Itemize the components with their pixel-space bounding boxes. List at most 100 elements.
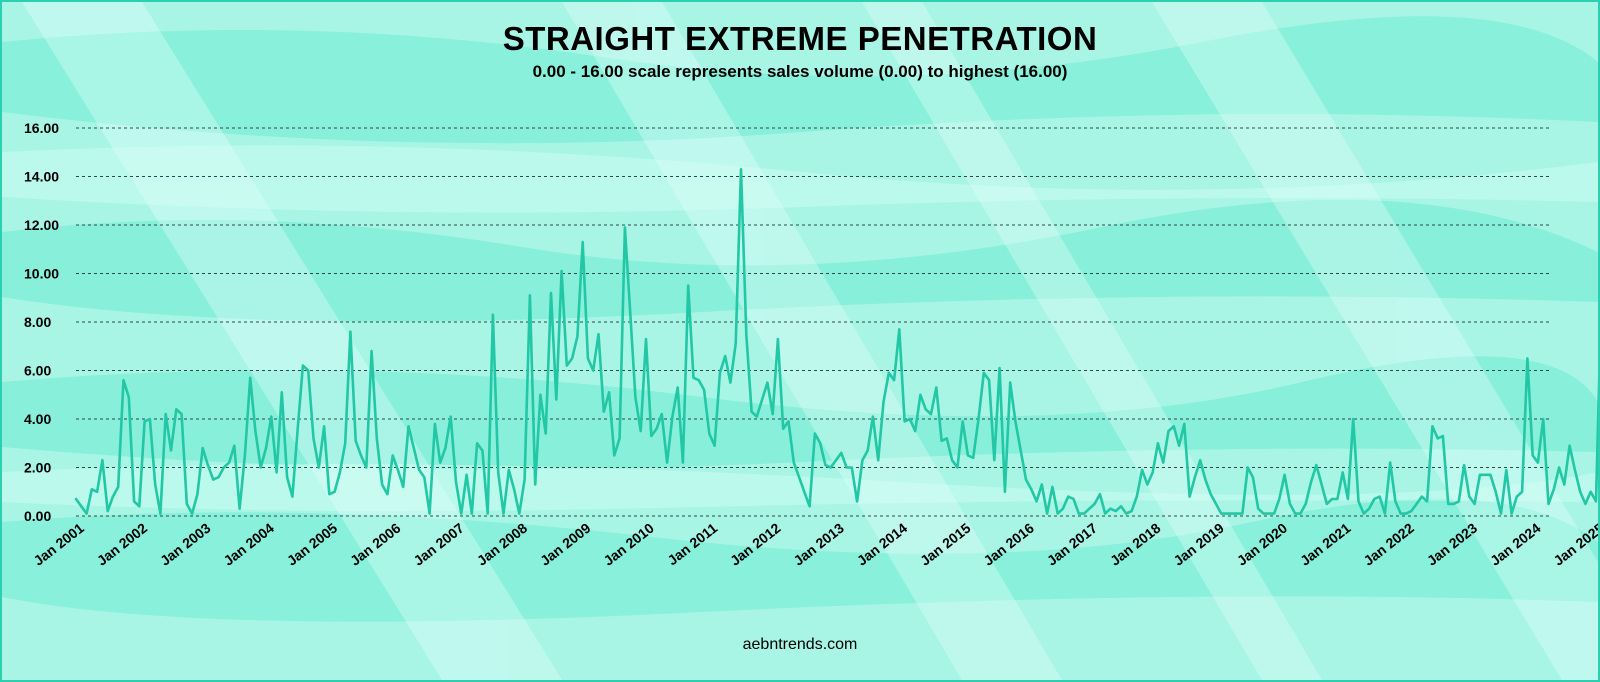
data-point: [260, 466, 262, 469]
data-point: [1220, 513, 1222, 515]
data-point: [835, 459, 837, 461]
data-point: [592, 369, 594, 372]
data-point: [1331, 498, 1333, 500]
data-point: [798, 476, 800, 478]
data-point: [86, 513, 88, 515]
data-point: [1241, 513, 1243, 515]
data-point: [740, 168, 742, 170]
data-point: [392, 454, 394, 456]
data-point: [1236, 513, 1238, 515]
data-point: [1104, 513, 1106, 515]
data-point: [175, 408, 177, 410]
data-point: [1152, 471, 1154, 473]
data-point: [186, 503, 188, 505]
data-point: [1036, 500, 1038, 502]
data-point: [1204, 479, 1206, 481]
x-tick-label: Jan 2015: [917, 520, 974, 569]
data-point: [307, 369, 309, 372]
footer-site-url: aebntrends.com: [742, 636, 858, 653]
x-tick-label: Jan 2010: [600, 520, 657, 569]
data-point: [1041, 483, 1043, 486]
data-point: [1231, 513, 1233, 515]
data-point: [455, 481, 457, 483]
data-point: [318, 466, 320, 469]
data-point: [291, 496, 293, 498]
data-point: [872, 416, 874, 418]
data-point: [371, 350, 373, 352]
data-point: [534, 483, 536, 486]
data-point: [751, 411, 753, 413]
data-point: [381, 483, 383, 486]
data-point: [666, 462, 668, 464]
data-point: [941, 440, 943, 442]
data-point: [1268, 513, 1270, 515]
data-point: [661, 413, 663, 415]
data-point: [914, 430, 916, 432]
data-point: [1252, 476, 1254, 478]
data-point: [217, 476, 220, 478]
data-point: [576, 335, 579, 338]
data-point: [1173, 425, 1175, 427]
data-point: [1526, 357, 1528, 359]
x-tick-label: Jan 2024: [1487, 520, 1544, 569]
data-point: [207, 464, 209, 466]
data-point: [339, 471, 341, 473]
data-point: [888, 372, 890, 374]
data-point: [75, 498, 77, 500]
data-point: [1542, 418, 1544, 420]
data-point: [856, 500, 858, 502]
data-point: [988, 379, 990, 381]
data-point: [1141, 469, 1143, 471]
data-point: [444, 447, 446, 449]
data-point: [1363, 513, 1365, 515]
data-point: [956, 466, 959, 469]
data-point: [640, 430, 642, 432]
data-point: [840, 452, 842, 454]
data-point: [1247, 466, 1249, 469]
data-point: [951, 459, 953, 461]
data-point: [1146, 483, 1148, 486]
data-point: [1226, 513, 1228, 515]
data-point: [561, 270, 563, 272]
data-point: [803, 491, 805, 493]
data-point: [328, 493, 330, 495]
data-point: [1437, 437, 1439, 439]
data-point: [1537, 462, 1539, 464]
data-point: [1532, 454, 1534, 456]
x-tick-label: Jan 2012: [727, 520, 784, 569]
data-point: [244, 454, 246, 456]
data-point: [935, 386, 937, 389]
data-point: [1289, 503, 1291, 505]
data-point: [402, 486, 404, 488]
x-tick-label: Jan 2004: [220, 520, 277, 569]
data-point: [962, 420, 964, 422]
data-point: [787, 420, 790, 422]
x-tick-label: Jan 2011: [664, 520, 720, 569]
data-point: [619, 437, 621, 439]
data-point: [761, 399, 763, 401]
x-tick-label: Jan 2022: [1360, 520, 1417, 569]
data-point: [1088, 508, 1090, 510]
data-point: [1595, 500, 1597, 502]
data-point: [170, 449, 172, 452]
data-point: [1410, 510, 1412, 512]
data-point: [745, 333, 747, 335]
data-point: [1072, 498, 1075, 500]
data-point: [1120, 505, 1122, 507]
data-point: [756, 416, 758, 418]
data-point: [777, 338, 779, 340]
data-point: [1521, 491, 1523, 493]
data-point: [1004, 491, 1006, 493]
data-point: [608, 391, 610, 393]
data-point: [365, 466, 367, 469]
data-point: [1394, 500, 1396, 502]
data-point: [286, 476, 288, 478]
data-point: [1078, 513, 1080, 515]
data-point: [1379, 496, 1381, 498]
data-point: [1463, 464, 1465, 466]
x-tick-label: Jan 2023: [1424, 520, 1481, 569]
data-point: [1426, 500, 1428, 502]
data-point: [233, 445, 235, 447]
data-point: [587, 357, 589, 359]
